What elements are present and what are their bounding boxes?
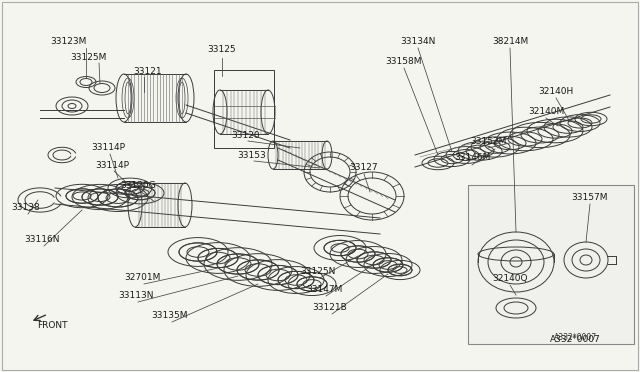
Text: 33152M: 33152M bbox=[470, 138, 506, 147]
Bar bbox=[468, 185, 634, 344]
Text: 32140H: 32140H bbox=[538, 87, 573, 96]
Text: 32140M: 32140M bbox=[528, 108, 564, 116]
Text: A332*0007: A332*0007 bbox=[554, 333, 596, 341]
Text: 33113N: 33113N bbox=[118, 292, 154, 301]
Text: 33127: 33127 bbox=[349, 164, 378, 173]
Text: 33134N: 33134N bbox=[400, 38, 436, 46]
Text: 33158M: 33158M bbox=[386, 58, 422, 67]
Text: 33114P: 33114P bbox=[91, 144, 125, 153]
Text: 33135M: 33135M bbox=[152, 311, 188, 321]
Text: 33125N: 33125N bbox=[300, 267, 336, 276]
Text: A332*0007: A332*0007 bbox=[550, 336, 600, 344]
Text: 33121B: 33121B bbox=[312, 304, 348, 312]
Text: 33121: 33121 bbox=[134, 67, 163, 77]
Text: 33138: 33138 bbox=[12, 203, 40, 212]
Text: 33120: 33120 bbox=[232, 131, 260, 140]
Text: FRONT: FRONT bbox=[36, 321, 67, 330]
Bar bbox=[214, 70, 274, 148]
Text: 33146M: 33146M bbox=[454, 154, 490, 163]
Text: 33157M: 33157M bbox=[572, 193, 608, 202]
Text: 32701M: 32701M bbox=[124, 273, 160, 282]
Text: 33123M: 33123M bbox=[50, 38, 86, 46]
Text: 33114P: 33114P bbox=[95, 160, 129, 170]
Text: 32140Q: 32140Q bbox=[492, 273, 528, 282]
Text: 33125M: 33125M bbox=[70, 54, 106, 62]
Text: 33147M: 33147M bbox=[306, 285, 342, 295]
Text: 33120G: 33120G bbox=[120, 180, 156, 189]
Text: 33125: 33125 bbox=[208, 45, 236, 55]
Text: 33153: 33153 bbox=[237, 151, 266, 160]
Text: 38214M: 38214M bbox=[492, 38, 528, 46]
Text: 33116N: 33116N bbox=[24, 235, 60, 244]
